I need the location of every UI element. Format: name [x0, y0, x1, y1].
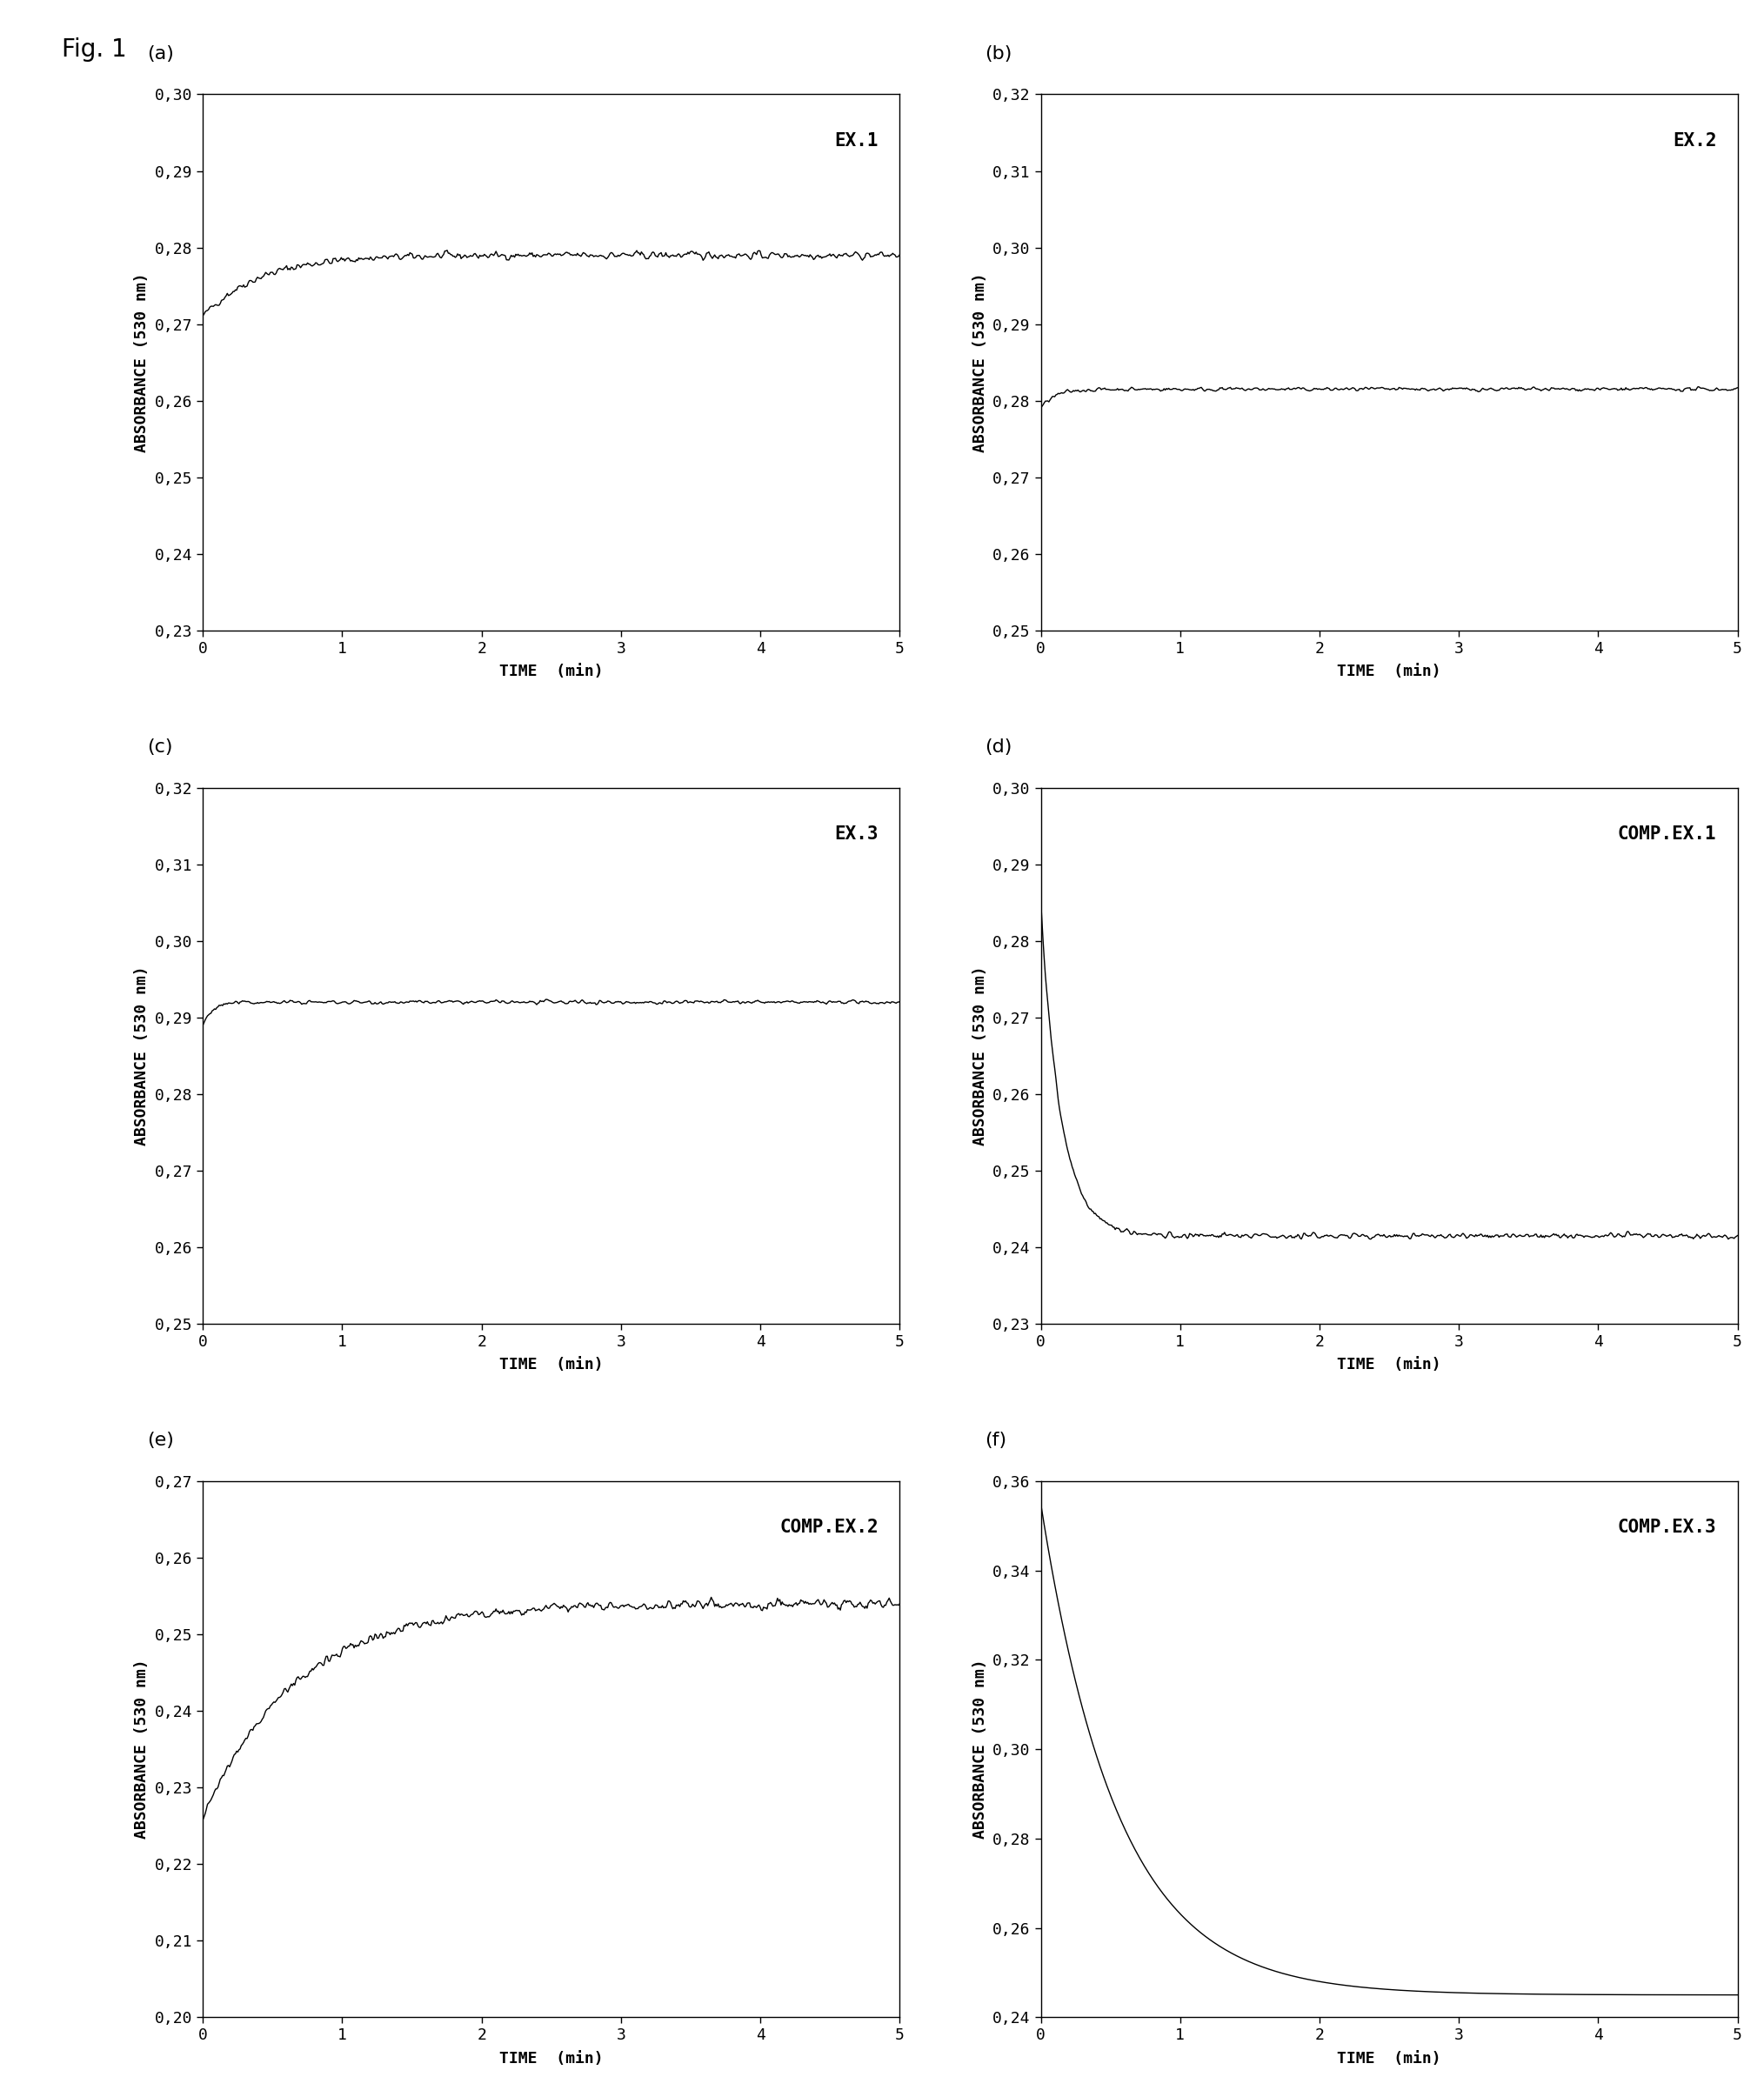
Text: Fig. 1: Fig. 1 [62, 38, 127, 63]
X-axis label: TIME  (min): TIME (min) [1337, 663, 1441, 679]
X-axis label: TIME  (min): TIME (min) [499, 663, 603, 679]
Text: COMP.EX.3: COMP.EX.3 [1618, 1518, 1716, 1537]
Y-axis label: ABSORBANCE (530 nm): ABSORBANCE (530 nm) [972, 967, 988, 1145]
X-axis label: TIME  (min): TIME (min) [499, 2051, 603, 2066]
Y-axis label: ABSORBANCE (530 nm): ABSORBANCE (530 nm) [134, 1659, 150, 1839]
Text: (b): (b) [984, 44, 1013, 63]
Text: (a): (a) [146, 44, 175, 63]
Text: EX.1: EX.1 [834, 132, 878, 149]
Text: (f): (f) [984, 1432, 1007, 1449]
X-axis label: TIME  (min): TIME (min) [499, 1357, 603, 1374]
Y-axis label: ABSORBANCE (530 nm): ABSORBANCE (530 nm) [972, 1659, 988, 1839]
Text: (e): (e) [146, 1432, 175, 1449]
X-axis label: TIME  (min): TIME (min) [1337, 1357, 1441, 1374]
Y-axis label: ABSORBANCE (530 nm): ABSORBANCE (530 nm) [972, 273, 988, 453]
Y-axis label: ABSORBANCE (530 nm): ABSORBANCE (530 nm) [134, 273, 150, 453]
Y-axis label: ABSORBANCE (530 nm): ABSORBANCE (530 nm) [134, 967, 150, 1145]
Text: EX.2: EX.2 [1672, 132, 1716, 149]
Text: COMP.EX.2: COMP.EX.2 [780, 1518, 878, 1537]
Text: COMP.EX.1: COMP.EX.1 [1618, 826, 1716, 843]
Text: (d): (d) [984, 738, 1013, 755]
Text: EX.3: EX.3 [834, 826, 878, 843]
X-axis label: TIME  (min): TIME (min) [1337, 2051, 1441, 2066]
Text: (c): (c) [146, 738, 173, 755]
